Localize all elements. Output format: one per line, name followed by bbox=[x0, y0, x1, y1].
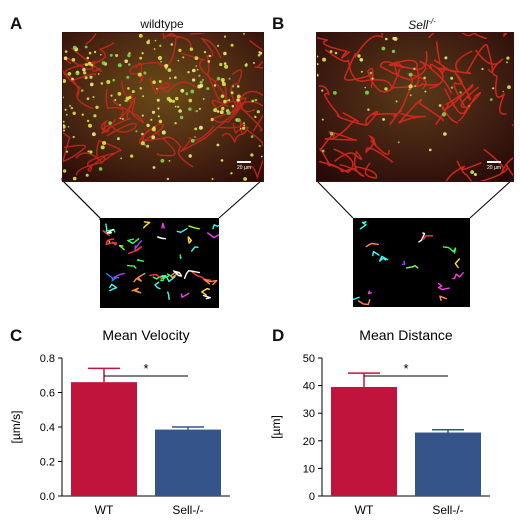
distance-ytick-label: 0 bbox=[309, 491, 315, 503]
distance-significance-marker: * bbox=[403, 361, 408, 376]
mean-velocity-chart-svg: Mean Velocity 0.0 0.2 0.4 0.6 0.8 [µm/s] WT Sell… bbox=[9, 327, 230, 517]
sell-knockout-tracks-canvas bbox=[353, 221, 464, 306]
sell-knockout-microscopy-image: 20 µm bbox=[316, 32, 514, 182]
distance-ytick-label: 10 bbox=[303, 463, 315, 475]
wildtype-scale-label: 20 µm bbox=[237, 165, 251, 171]
distance-ytick-label: 20 bbox=[303, 436, 315, 448]
distance-ytick-label: 30 bbox=[303, 408, 315, 420]
panel-letter-a: A bbox=[10, 14, 23, 33]
sell-knockout-scale-label: 20 µm bbox=[487, 165, 501, 171]
panel-a-title: wildtype bbox=[140, 17, 184, 31]
wildtype-cell-tracks-inset bbox=[100, 218, 219, 308]
wildtype-tracks-canvas bbox=[102, 221, 219, 300]
velocity-significance-marker: * bbox=[143, 361, 148, 376]
mean-distance-chart: Mean Distance 0 10 20 30 40 50 [µm] WT Sell-/- * bbox=[260, 320, 520, 530]
velocity-ylabel: [µm/s] bbox=[9, 411, 23, 444]
velocity-bar-1 bbox=[155, 429, 221, 496]
velocity-ytick-label: 0.8 bbox=[40, 353, 55, 365]
distance-bar-1 bbox=[415, 432, 481, 496]
panel-b-title-superscript: -/- bbox=[428, 17, 436, 26]
velocity-bar-0 bbox=[71, 382, 137, 496]
velocity-category-label-1: Sell-/- bbox=[172, 503, 203, 517]
velocity-ytick-label: 0.0 bbox=[40, 491, 55, 503]
panel-letter-c: C bbox=[10, 326, 23, 345]
panel-letter-d: D bbox=[272, 326, 285, 345]
distance-category-label-0: WT bbox=[355, 503, 374, 517]
mean-distance-chart-svg: Mean Distance 0 10 20 30 40 50 [µm] WT Sell-/- * bbox=[269, 327, 490, 517]
panel-letter-b: B bbox=[272, 14, 285, 33]
distance-bar-0 bbox=[331, 386, 397, 496]
sell-knockout-cell-tracks-inset bbox=[353, 218, 470, 307]
wildtype-microscopy-image: 20 µm bbox=[62, 32, 264, 182]
wildtype-image-canvas: 20 µm bbox=[63, 33, 263, 181]
sell-knockout-image-canvas: 20 µm bbox=[317, 33, 513, 181]
distance-title: Mean Distance bbox=[359, 327, 453, 343]
panel-b-title-text: Sell bbox=[408, 18, 429, 32]
distance-ytick-label: 40 bbox=[303, 381, 315, 393]
panel-b-title: Sell-/- bbox=[312, 17, 520, 32]
distance-ytick-label: 50 bbox=[303, 353, 315, 365]
velocity-ytick-label: 0.2 bbox=[40, 457, 55, 469]
velocity-ytick-label: 0.6 bbox=[40, 388, 55, 400]
mean-velocity-chart: Mean Velocity 0.0 0.2 0.4 0.6 0.8 [µm/s] WT Sell… bbox=[0, 320, 260, 530]
distance-ylabel: [µm] bbox=[269, 415, 283, 439]
velocity-category-label-0: WT bbox=[95, 503, 114, 517]
distance-category-label-1: Sell-/- bbox=[432, 503, 463, 517]
velocity-title: Mean Velocity bbox=[102, 327, 189, 343]
velocity-ytick-label: 0.4 bbox=[40, 422, 55, 434]
